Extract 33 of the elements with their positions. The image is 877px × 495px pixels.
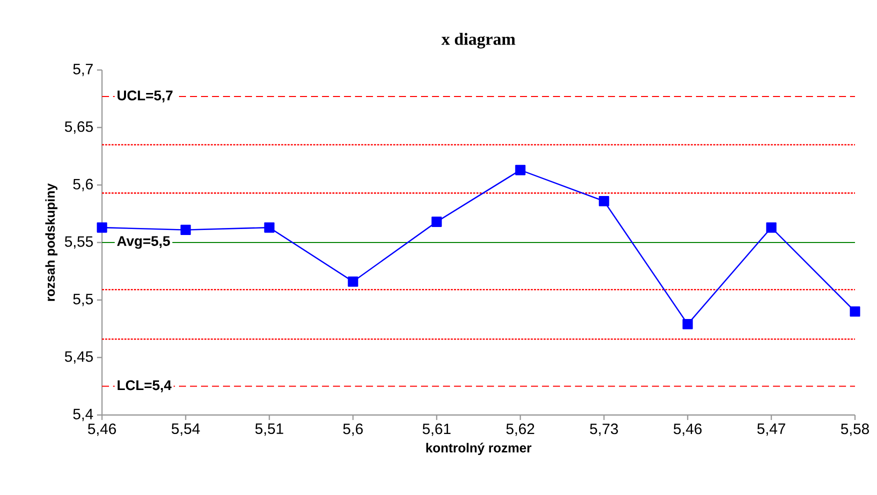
y-tick-label: 5,5 — [73, 294, 93, 306]
chart-title: x diagram — [441, 32, 516, 48]
x-tick-label: 5,46 — [674, 424, 702, 436]
x-tick-label: 5,47 — [757, 424, 786, 436]
y-tick-label: 5,6 — [73, 178, 93, 192]
x-tick-label: 5,54 — [172, 424, 200, 436]
point — [598, 196, 610, 206]
x-tick-label: 5,73 — [590, 424, 618, 436]
y-tick-label: 5,65 — [64, 121, 93, 134]
y-tick-label: 5,45 — [64, 351, 93, 364]
point — [180, 224, 191, 235]
x-axis-title: kontrolný rozmer — [426, 442, 532, 456]
point — [264, 222, 274, 233]
x-tick-label: 5,61 — [422, 424, 451, 436]
point — [850, 306, 860, 317]
ref-line-label: Avg=5,5 — [117, 236, 170, 249]
y-axis-title: rozsah podskupiny — [45, 183, 58, 301]
x-tick-label: 5,51 — [255, 424, 284, 436]
x-tick-label: 5,62 — [506, 424, 534, 436]
y-tick-label: 5,4 — [73, 408, 94, 422]
x-tick-label: 5,46 — [88, 424, 116, 436]
point — [682, 319, 693, 330]
ref-line-label: LCL=5,4 — [118, 380, 172, 392]
point — [96, 222, 108, 233]
ref-line-label: UCL=5,7 — [118, 90, 173, 102]
point — [766, 222, 776, 233]
x-tick-label: 5,58 — [841, 424, 869, 436]
x-tick-label: 5,6 — [343, 424, 363, 436]
point — [348, 276, 358, 287]
point — [515, 164, 526, 176]
y-tick-label: 5,7 — [73, 64, 93, 76]
point — [432, 216, 442, 227]
y-tick-label: 5,55 — [64, 236, 93, 249]
